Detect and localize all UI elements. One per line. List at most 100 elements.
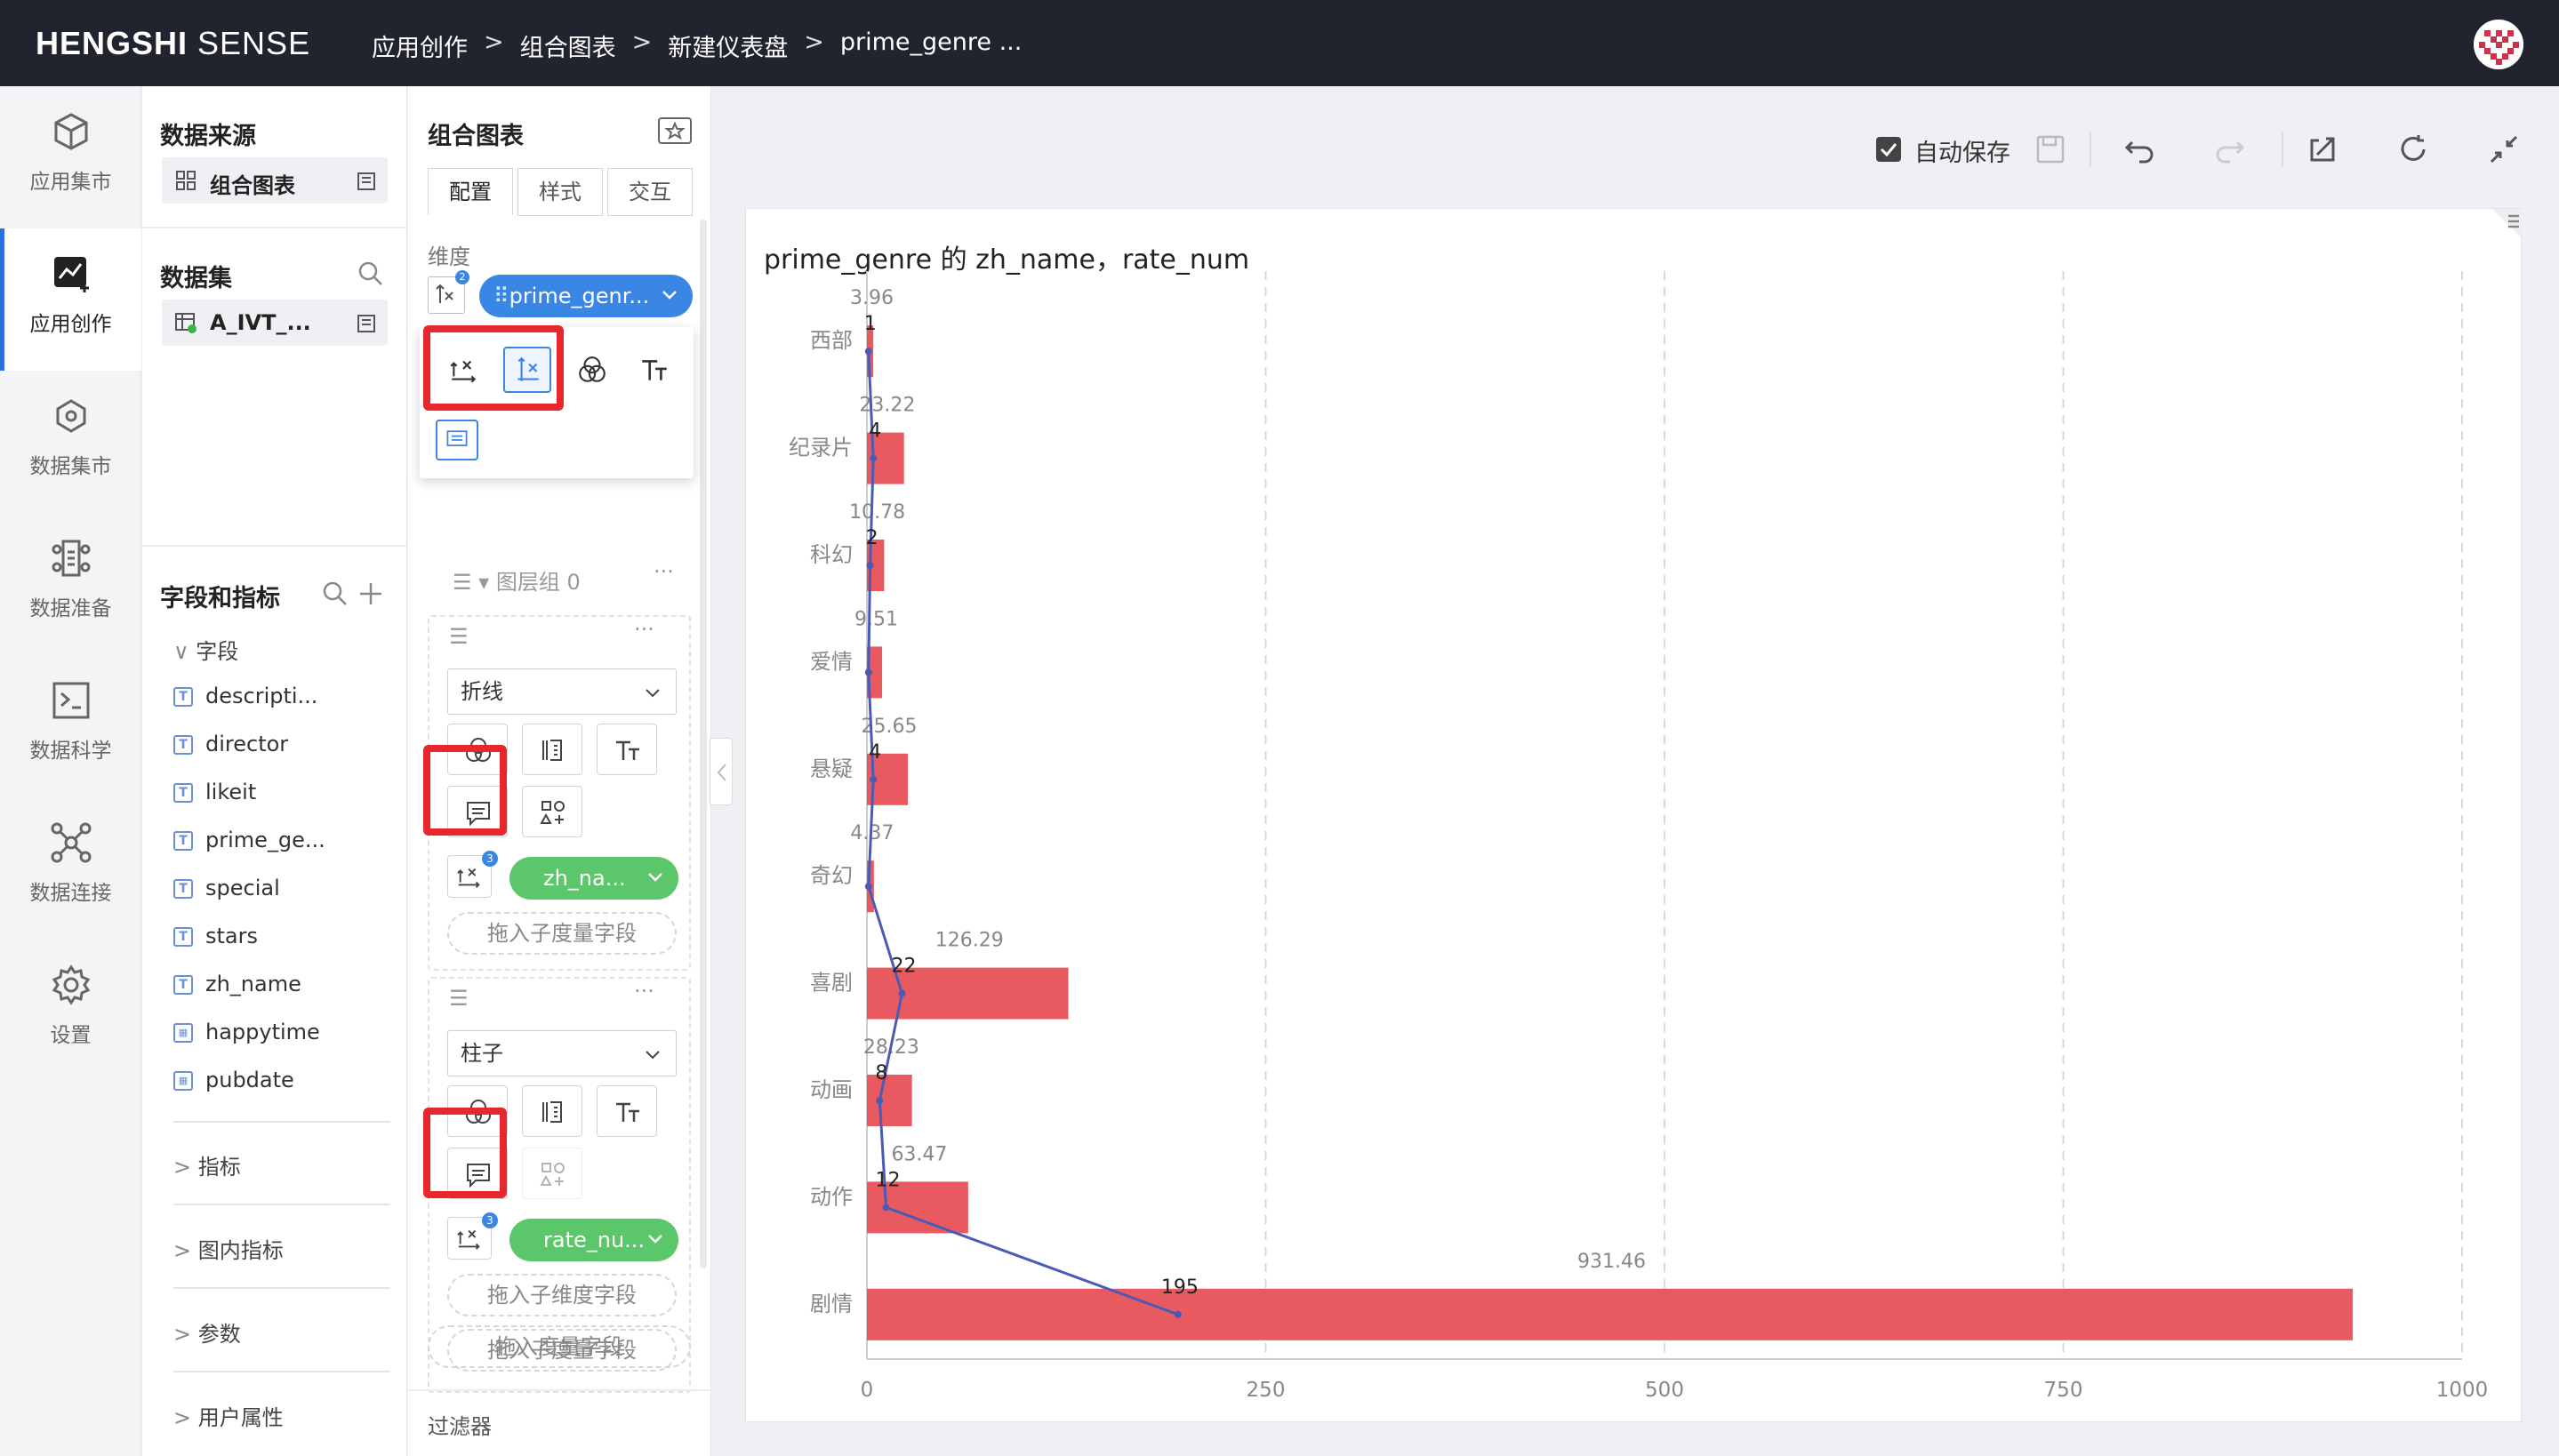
add-icon[interactable] (357, 580, 384, 607)
nav-item-data-connect[interactable]: 数据连接 (0, 797, 141, 940)
drag-handle-icon[interactable]: ☰ (449, 986, 469, 1011)
layer-group-label[interactable]: ☰ ▾ 图层组 0 (453, 564, 581, 596)
color-option[interactable] (567, 347, 617, 393)
dimension-field-pill[interactable]: ⠿prime_genr... (479, 275, 693, 317)
tab-config[interactable]: 配置 (428, 168, 513, 216)
layer-type-select[interactable]: 柱子 (447, 1030, 677, 1076)
section-metrics[interactable]: > 指标 (173, 1149, 241, 1180)
category-label: 奇幻 (810, 863, 853, 888)
size-button[interactable] (522, 1085, 582, 1137)
line-point (864, 348, 872, 356)
measure-field-pill[interactable]: rate_nu... (509, 1219, 678, 1261)
axis-x-option[interactable] (439, 347, 489, 393)
chevron-down-icon (648, 873, 662, 882)
avatar[interactable] (2474, 20, 2523, 69)
fields-group-toggle[interactable]: ∨ 字段 (173, 634, 238, 665)
chart-create-icon (54, 257, 89, 292)
x-tick-label: 750 (2044, 1379, 2083, 1402)
shape-button[interactable] (522, 786, 582, 837)
source-item[interactable]: 组合图表 (162, 157, 388, 204)
combo-chart: 0 250 500 750 1000 西部 3.96 纪录片 23.22 科幻 10.78 爱情9.5… (789, 271, 2488, 1402)
nav-item-app-create[interactable]: 应用创作 (0, 228, 141, 371)
search-icon[interactable] (322, 580, 349, 607)
favorite-icon[interactable] (657, 116, 693, 145)
redo-icon[interactable] (2212, 132, 2248, 167)
collapse-icon[interactable] (2486, 132, 2522, 167)
nav-item-data-market[interactable]: 数据集市 (0, 371, 141, 513)
shapes-icon (540, 1163, 565, 1186)
more-icon[interactable]: ··· (634, 617, 654, 642)
tab-style[interactable]: 样式 (517, 168, 603, 216)
drop-sub-measure[interactable]: 拖入子度量字段 (447, 1329, 677, 1372)
nav-item-data-science[interactable]: 数据科学 (0, 655, 141, 797)
tooltip-button[interactable] (447, 1148, 508, 1199)
dataset-item[interactable]: A_IVT_... (162, 300, 388, 346)
measure-field-pill[interactable]: zh_na... (509, 857, 678, 900)
divider (2090, 132, 2091, 167)
field-item[interactable]: ▦ happytime (173, 1020, 320, 1044)
section-chart-metrics[interactable]: > 图内指标 (173, 1233, 284, 1264)
label-button[interactable] (597, 1085, 657, 1137)
copy-icon[interactable] (356, 311, 379, 334)
layer-type-select[interactable]: 折线 (447, 668, 677, 715)
brand-logo[interactable]: HENGSHI SENSE (36, 25, 311, 61)
chart-menu-icon[interactable] (2483, 209, 2523, 248)
bar (867, 1075, 912, 1126)
save-icon[interactable] (2033, 132, 2068, 167)
filter-label[interactable]: 过滤器 (428, 1414, 492, 1439)
copy-icon[interactable] (356, 169, 379, 192)
line-value-label: 4 (869, 420, 881, 443)
section-params[interactable]: > 参数 (173, 1316, 241, 1348)
dimension-axis-button[interactable]: 2 (428, 270, 469, 314)
drop-measure[interactable]: 拖入度量字段 (428, 1325, 691, 1368)
measure-axis-button[interactable]: 3 (447, 1212, 498, 1260)
collapse-panel-handle[interactable] (710, 738, 733, 805)
axis-x-icon (457, 868, 480, 888)
comment-icon (446, 430, 468, 447)
undo-icon[interactable] (2122, 132, 2157, 167)
label-option[interactable] (630, 347, 679, 393)
nav-label: 设置 (50, 1024, 92, 1047)
measure-field-name: zh_na... (543, 866, 626, 891)
breadcrumb-item[interactable]: 新建仪表盘 (668, 35, 789, 62)
scrollbar[interactable] (700, 220, 707, 1268)
drag-handle-icon[interactable]: ☰ (449, 624, 469, 649)
divider (142, 227, 407, 228)
autosave-checkbox[interactable] (1876, 137, 1901, 162)
section-user-attrs[interactable]: > 用户属性 (173, 1400, 284, 1431)
color-circles-icon (579, 356, 606, 382)
refresh-icon[interactable] (2395, 132, 2431, 167)
measure-axis-button[interactable]: 3 (447, 851, 498, 898)
text-size-icon (642, 360, 667, 380)
drop-sub-dimension[interactable]: 拖入子维度字段 (447, 1274, 677, 1316)
network-icon (56, 399, 86, 433)
search-icon[interactable] (357, 260, 384, 287)
drop-sub-measure[interactable]: 拖入子度量字段 (447, 912, 677, 955)
dataset-title: 数据集 (160, 265, 232, 292)
tooltip-option[interactable] (436, 420, 478, 460)
share-icon[interactable] (2305, 132, 2340, 167)
highlight-box (423, 1108, 507, 1198)
size-button[interactable] (522, 724, 582, 775)
breadcrumb-item[interactable]: 应用创作 (372, 35, 468, 62)
field-item[interactable]: ▦ pubdate (173, 1068, 294, 1092)
axis-y-option[interactable] (503, 347, 551, 393)
more-icon[interactable]: ··· (634, 979, 654, 1004)
breadcrumb-item[interactable]: 组合图表 (519, 35, 616, 62)
more-icon[interactable]: ··· (654, 559, 674, 584)
tab-interaction[interactable]: 交互 (607, 168, 693, 216)
nav-item-settings[interactable]: 设置 (0, 940, 141, 1082)
chart-card[interactable]: prime_genre 的 zh_name，rate_num 0 250 500 75… (745, 208, 2523, 1422)
label-button[interactable] (597, 724, 657, 775)
nav-label: 数据连接 (29, 882, 112, 905)
nav-item-app-market[interactable]: 应用集市 (0, 86, 141, 228)
nav-item-data-prep[interactable]: 数据准备 (0, 513, 141, 655)
